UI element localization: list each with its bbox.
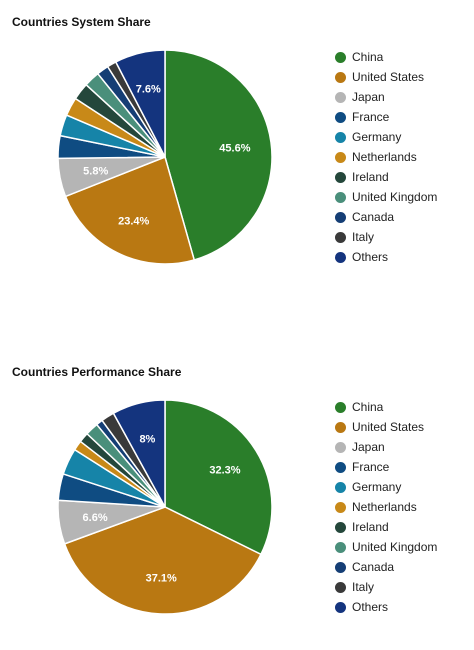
legend-swatch (335, 151, 346, 163)
legend-swatch (335, 191, 346, 203)
legend-swatch (335, 401, 346, 413)
legend-item-germany: Germany (335, 477, 437, 497)
legend-swatch (335, 601, 346, 613)
legend-label: Germany (352, 480, 402, 494)
legend-swatch (335, 461, 346, 473)
legend-label: Italy (352, 230, 375, 244)
legend-swatch (335, 251, 346, 263)
legend-label: Canada (352, 560, 395, 574)
legend-label: China (352, 400, 384, 414)
legend-label: Ireland (352, 170, 389, 184)
legend-label: France (352, 460, 390, 474)
legend-item-germany: Germany (335, 127, 437, 147)
slice-label-japan: 6.6% (83, 512, 108, 524)
legend-item-united-states: United States (335, 67, 437, 87)
legend-swatch (335, 581, 346, 593)
legend-label: United Kingdom (352, 190, 438, 204)
system-share-chart: Countries System Share 45.6% 23.4% 5.8% 7.6… (0, 0, 474, 300)
slice-label-china: 45.6% (219, 142, 250, 154)
legend-item-others: Others (335, 247, 437, 267)
legend-swatch (335, 521, 346, 533)
pie-chart: 45.6% 23.4% 5.8% 7.6% (57, 49, 273, 265)
legend-swatch (335, 481, 346, 493)
legend-label: United States (352, 420, 425, 434)
legend-item-italy: Italy (335, 227, 437, 247)
legend-label: France (352, 110, 390, 124)
legend-label: Japan (352, 440, 385, 454)
slice-label-others: 8% (139, 434, 155, 446)
legend-item-china: China (335, 397, 437, 417)
legend-item-italy: Italy (335, 577, 437, 597)
legend-swatch (335, 441, 346, 453)
legend-label: Others (352, 250, 389, 264)
legend-item-netherlands: Netherlands (335, 497, 437, 517)
legend-label: Canada (352, 210, 395, 224)
legend-item-china: China (335, 47, 437, 67)
legend-swatch (335, 421, 346, 433)
legend-label: China (352, 50, 384, 64)
legend-item-france: France (335, 457, 437, 477)
legend-label: Germany (352, 130, 402, 144)
legend-item-ireland: Ireland (335, 167, 437, 187)
legend-item-canada: Canada (335, 207, 437, 227)
slice-label-japan: 5.8% (83, 166, 108, 178)
legend-label: Italy (352, 580, 375, 594)
legend-swatch (335, 501, 346, 513)
chart-title: Countries System Share (12, 15, 151, 29)
legend-item-united-states: United States (335, 417, 437, 437)
legend: China United States Japan France Germany Neth… (335, 47, 437, 267)
legend-label: Others (352, 600, 389, 614)
legend-item-canada: Canada (335, 557, 437, 577)
legend-swatch (335, 131, 346, 143)
legend-swatch (335, 171, 346, 183)
legend-label: United Kingdom (352, 540, 438, 554)
slice-label-others: 7.6% (136, 83, 161, 95)
legend-label: Netherlands (352, 500, 417, 514)
slice-label-china: 32.3% (209, 465, 240, 477)
legend-swatch (335, 111, 346, 123)
legend-swatch (335, 561, 346, 573)
legend-swatch (335, 231, 346, 243)
pie-slice-others (114, 49, 166, 158)
legend-swatch (335, 91, 346, 103)
pie-slice-united-states (63, 506, 262, 615)
legend-label: Netherlands (352, 150, 417, 164)
legend-swatch (335, 211, 346, 223)
pie-slice-others (112, 399, 166, 508)
legend-swatch (335, 71, 346, 83)
legend-swatch (335, 51, 346, 63)
chart-title: Countries Performance Share (12, 365, 182, 379)
legend-item-japan: Japan (335, 437, 437, 457)
pie-slice-china (164, 399, 273, 556)
legend-item-united-kingdom: United Kingdom (335, 187, 437, 207)
pie-slice-china (164, 49, 273, 261)
legend-item-france: France (335, 107, 437, 127)
legend-item-others: Others (335, 597, 437, 617)
pie-chart: 32.3% 37.1% 6.6% 8% (57, 399, 273, 615)
legend-label: Japan (352, 90, 385, 104)
slice-label-united-states: 37.1% (146, 573, 177, 585)
legend-swatch (335, 541, 346, 553)
legend: China United States Japan France Germany Neth… (335, 397, 437, 617)
legend-item-japan: Japan (335, 87, 437, 107)
slice-label-united-states: 23.4% (118, 215, 149, 227)
legend-label: Ireland (352, 520, 389, 534)
legend-item-netherlands: Netherlands (335, 147, 437, 167)
performance-share-chart: Countries Performance Share 32.3% 37.1% 6.… (0, 350, 474, 650)
legend-item-ireland: Ireland (335, 517, 437, 537)
legend-label: United States (352, 70, 425, 84)
legend-item-united-kingdom: United Kingdom (335, 537, 437, 557)
